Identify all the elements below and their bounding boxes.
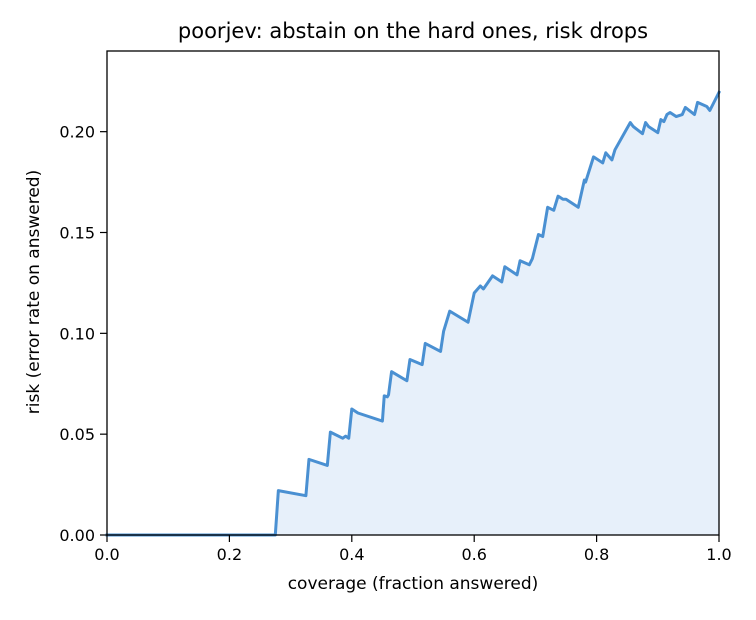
risk-area-fill xyxy=(107,92,719,535)
x-tick-label: 0.2 xyxy=(217,545,242,564)
y-tick-label: 0.15 xyxy=(59,224,95,243)
x-tick-label: 1.0 xyxy=(706,545,731,564)
y-tick-label: 0.10 xyxy=(59,324,95,343)
y-tick-label: 0.20 xyxy=(59,123,95,142)
x-tick-label: 0.8 xyxy=(584,545,609,564)
risk-curve-line xyxy=(105,90,722,537)
chart-title: poorjev: abstain on the hard ones, risk … xyxy=(178,19,648,43)
x-tick-label: 0.6 xyxy=(461,545,486,564)
y-axis: 0.00 0.05 0.10 0.15 0.20 xyxy=(59,123,107,545)
x-axis-label: coverage (fraction answered) xyxy=(288,574,539,594)
x-axis: 0.0 0.2 0.4 0.6 0.8 1.0 xyxy=(94,535,732,564)
y-axis-label: risk (error rate on answered) xyxy=(24,170,44,414)
plot-area xyxy=(105,50,722,537)
plot-frame xyxy=(106,50,720,536)
x-tick-label: 0.0 xyxy=(94,545,119,564)
x-tick-label: 0.4 xyxy=(339,545,364,564)
y-tick-label: 0.05 xyxy=(59,425,95,444)
y-tick-label: 0.00 xyxy=(59,526,95,545)
